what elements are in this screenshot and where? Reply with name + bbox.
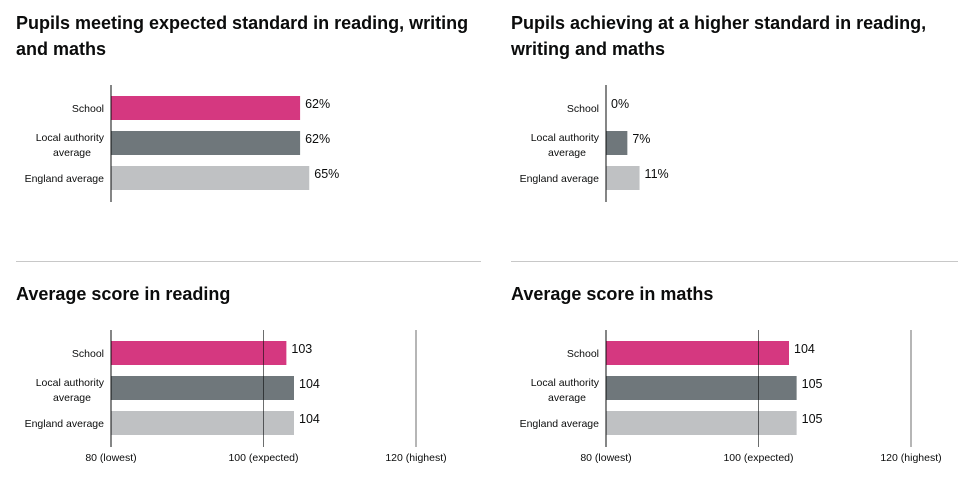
tick-label: 120 (highest) <box>880 452 941 464</box>
chart-higher-standard: School Local authority average England aver… <box>520 85 669 202</box>
chart-panel-reading: Average score in reading <box>16 281 491 307</box>
chart-panel-maths: Average score in maths <box>511 281 958 307</box>
chart-title: Pupils meeting expected standard in read… <box>16 13 469 59</box>
category-label-local-authority: Local authority average <box>531 132 600 159</box>
chart-panel-expected-standard: Pupils meeting expected standard in read… <box>16 10 491 62</box>
value-label-local-authority: 62% <box>305 132 330 146</box>
bar-england <box>606 411 797 435</box>
bar-england <box>111 411 294 435</box>
value-label-school: 0% <box>611 97 629 111</box>
category-label-local-authority: Local authority average <box>531 377 600 404</box>
chart-maths-score: School Local authority average England aver… <box>520 330 942 464</box>
chart-reading-score: School Local authority average England aver… <box>25 330 447 464</box>
value-label-school: 62% <box>305 97 330 111</box>
value-label-england: 105 <box>802 412 823 426</box>
value-label-school: 104 <box>794 342 815 356</box>
chart-expected-standard: School Local authority average England aver… <box>25 85 339 202</box>
value-label-local-authority: 7% <box>632 132 650 146</box>
category-label-school: School <box>567 103 599 115</box>
value-label-england: 104 <box>299 412 320 426</box>
tick-label: 100 (expected) <box>228 452 298 464</box>
category-label-school: School <box>72 348 104 360</box>
category-label-school: School <box>567 348 599 360</box>
bar-local-authority <box>111 376 294 400</box>
category-label-local-authority: Local authority average <box>36 377 105 404</box>
bar-school <box>111 96 301 120</box>
category-label-england: England average <box>25 418 105 430</box>
bar-local-authority <box>606 131 628 155</box>
category-label-local-authority: Local authority average <box>36 132 105 159</box>
value-label-england: 11% <box>645 167 669 181</box>
bar-school <box>111 341 287 365</box>
bar-local-authority <box>111 131 301 155</box>
divider-right <box>511 261 958 262</box>
bar-england <box>111 166 310 190</box>
value-label-local-authority: 105 <box>802 377 823 391</box>
chart-title: Average score in reading <box>16 284 231 304</box>
bar-local-authority <box>606 376 797 400</box>
category-label-england: England average <box>520 173 600 185</box>
tick-label: 100 (expected) <box>723 452 793 464</box>
category-label-england: England average <box>520 418 600 430</box>
category-label-england: England average <box>25 173 105 185</box>
value-label-school: 103 <box>291 342 312 356</box>
chart-title: Pupils achieving at a higher standard in… <box>511 13 927 59</box>
bar-school <box>606 341 789 365</box>
tick-label: 120 (highest) <box>385 452 446 464</box>
category-label-school: School <box>72 103 104 115</box>
chart-panel-higher-standard: Pupils achieving at a higher standard in… <box>511 10 958 62</box>
bar-england <box>606 166 640 190</box>
divider-left <box>16 261 481 262</box>
value-label-england: 65% <box>314 167 339 181</box>
value-label-local-authority: 104 <box>299 377 320 391</box>
tick-label: 80 (lowest) <box>85 452 136 464</box>
chart-title: Average score in maths <box>511 284 714 304</box>
tick-label: 80 (lowest) <box>580 452 631 464</box>
